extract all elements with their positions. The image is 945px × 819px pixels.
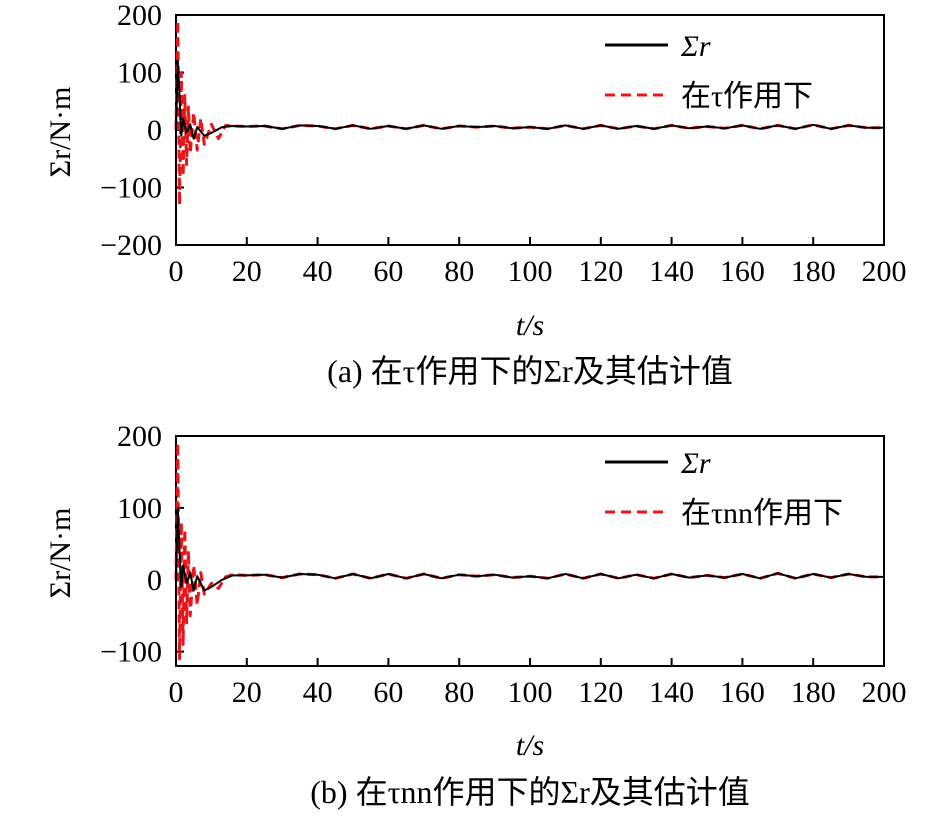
x-axis: 0 20 40 60 80 100 120 140 160 180 200 — [169, 237, 907, 288]
x-tick-label: 40 — [303, 676, 333, 709]
plot-frame — [175, 435, 885, 667]
y-tick-label: 200 — [117, 0, 162, 32]
caption: (a) 在τ作用下的Σr及其估计值 — [327, 353, 733, 389]
x-tick-label: 160 — [720, 255, 765, 288]
x-tick-label: 80 — [444, 255, 474, 288]
x-tick-label: 20 — [232, 255, 262, 288]
y-tick-label: 200 — [117, 420, 162, 453]
y-axis: 200 100 0 −100 — [100, 420, 184, 669]
y-tick-label: −200 — [100, 229, 162, 262]
legend-label-sigma: Σr — [680, 30, 711, 63]
y-axis: 200 100 0 −100 −200 — [100, 0, 184, 262]
y-tick-label: 100 — [117, 492, 162, 525]
x-axis-title: t/s — [516, 309, 544, 342]
y-tick-label: 0 — [147, 564, 162, 597]
x-tick-label: 60 — [373, 676, 403, 709]
x-tick-label: 80 — [444, 676, 474, 709]
chart-panel-a: 200 100 0 −100 −200 0 20 40 60 80 100 120 140 160 180… — [44, 0, 907, 389]
series-group — [174, 441, 884, 661]
x-tick-label: 20 — [232, 676, 262, 709]
series-line-sigma-r — [175, 506, 884, 592]
y-axis-title: Σr/N·m — [44, 87, 77, 178]
x-tick-label: 40 — [303, 255, 333, 288]
series-line-red-dashed — [174, 441, 884, 661]
legend: Σr 在τ作用下 — [605, 30, 813, 113]
x-tick-label: 100 — [508, 255, 553, 288]
legend-label-red: 在τnn作用下 — [681, 497, 843, 530]
x-tick-label: 140 — [649, 676, 694, 709]
x-tick-label: 60 — [373, 255, 403, 288]
x-tick-label: 160 — [720, 676, 765, 709]
x-tick-label: 0 — [169, 676, 184, 709]
legend: Σr 在τnn作用下 — [605, 447, 843, 530]
legend-label-red: 在τ作用下 — [681, 80, 813, 113]
x-axis: 0 20 40 60 80 100 120 140 160 180 200 — [169, 658, 907, 709]
series-line-sigma-r — [175, 60, 884, 140]
y-tick-label: 100 — [117, 57, 162, 90]
y-tick-label: −100 — [100, 636, 162, 669]
x-tick-label: 180 — [791, 676, 836, 709]
series-group — [174, 19, 884, 207]
caption: (b) 在τnn作用下的Σr及其估计值 — [310, 774, 749, 810]
x-axis-title: t/s — [516, 729, 544, 762]
x-tick-label: 200 — [862, 255, 907, 288]
x-tick-label: 120 — [578, 676, 623, 709]
x-tick-label: 120 — [578, 255, 623, 288]
y-tick-label: −100 — [100, 172, 162, 205]
x-tick-label: 0 — [169, 255, 184, 288]
x-tick-label: 180 — [791, 255, 836, 288]
x-tick-label: 100 — [508, 676, 553, 709]
y-tick-label: 0 — [147, 114, 162, 147]
legend-label-sigma: Σr — [680, 447, 711, 480]
y-axis-title: Σr/N·m — [44, 508, 77, 599]
x-tick-label: 200 — [862, 676, 907, 709]
x-tick-label: 140 — [649, 255, 694, 288]
